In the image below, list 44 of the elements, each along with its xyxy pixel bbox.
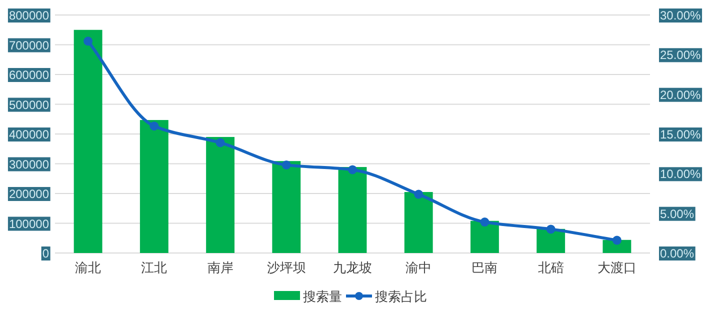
x-tick-label: 南岸 xyxy=(207,260,234,275)
y-tick-label: 0 xyxy=(42,246,50,260)
x-tick-label: 渝北 xyxy=(75,260,102,275)
bar xyxy=(74,30,102,253)
x-tick-label: 沙坪坝 xyxy=(266,260,306,275)
point xyxy=(480,218,490,227)
y-tick-label: 500000 xyxy=(8,98,50,112)
bar xyxy=(140,120,168,253)
y-tick-label: 100000 xyxy=(8,216,50,231)
y-tick-label: 800000 xyxy=(8,8,50,22)
y-tick-label: 600000 xyxy=(8,68,50,82)
bar xyxy=(206,136,234,253)
point xyxy=(546,224,556,234)
y2-tick-label: 25.00% xyxy=(660,48,702,62)
point xyxy=(150,122,159,131)
point xyxy=(612,236,622,245)
x-tick-label: 巴南 xyxy=(472,260,498,275)
y2-tick-label: 15.00% xyxy=(660,128,702,142)
y-tick-label: 200000 xyxy=(8,187,50,201)
point xyxy=(84,36,93,46)
point xyxy=(216,138,225,148)
point xyxy=(348,165,357,174)
x-tick-label: 大渡口 xyxy=(597,260,636,275)
y2-tick-label: 0.00% xyxy=(660,246,694,260)
y2-tick-label: 30.00% xyxy=(660,8,702,22)
x-tick-label: 北碚 xyxy=(538,260,564,275)
point xyxy=(414,190,424,199)
y2-tick-label: 5.00% xyxy=(660,206,694,221)
legend-label: 搜索量 xyxy=(303,289,342,304)
y-tick-label: 400000 xyxy=(8,128,50,142)
bar xyxy=(470,220,499,253)
point xyxy=(282,160,291,170)
y-tick-label: 700000 xyxy=(8,38,50,52)
x-tick-label: 渝中 xyxy=(406,260,432,275)
bar xyxy=(272,161,301,253)
x-tick-label: 江北 xyxy=(141,260,168,275)
y2-tick-label: 10.00% xyxy=(660,167,702,182)
y-tick-label: 300000 xyxy=(8,157,50,172)
x-tick-label: 九龙坡 xyxy=(333,260,372,275)
bar xyxy=(338,167,367,253)
bar xyxy=(602,240,632,253)
y2-tick-label: 20.00% xyxy=(660,88,702,102)
legend-label: 搜索占比 xyxy=(375,289,427,304)
bar xyxy=(404,192,433,253)
